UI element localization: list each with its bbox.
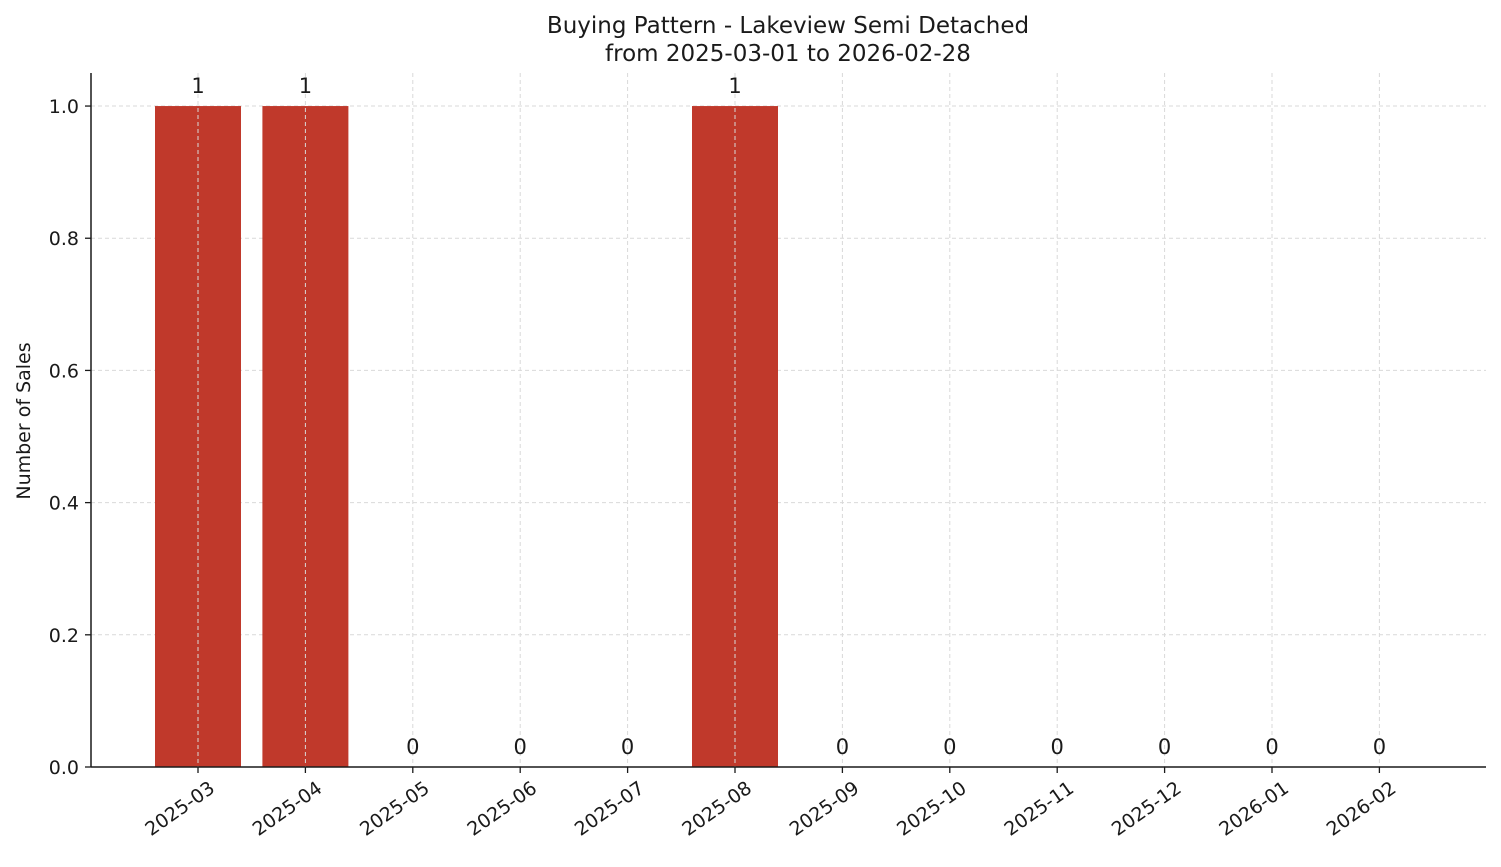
y-tick-label: 0.6	[49, 360, 79, 382]
x-tick-label: 2025-05	[356, 777, 434, 841]
x-tick-label: 2025-08	[678, 777, 756, 841]
data-label: 0	[1158, 735, 1171, 759]
bar	[262, 106, 349, 768]
y-tick-label: 0.2	[49, 625, 79, 647]
y-axis-label: Number of Sales	[13, 342, 35, 499]
axes-layer	[85, 73, 1486, 773]
x-tick-label: 2025-07	[571, 777, 649, 841]
chart-subtitle: from 2025-03-01 to 2026-02-28	[605, 41, 971, 67]
chart-title: Buying Pattern - Lakeview Semi Detached	[547, 13, 1029, 39]
x-tick-label: 2025-11	[1000, 777, 1078, 841]
x-tick-label: 2025-03	[141, 777, 219, 841]
data-label: 0	[1265, 735, 1278, 759]
x-tick-label: 2026-01	[1215, 777, 1293, 841]
y-tick-label: 0.0	[49, 757, 79, 779]
y-tick-label: 0.8	[49, 228, 79, 250]
bar	[692, 106, 778, 768]
data-label: 1	[299, 74, 312, 98]
x-tick-label: 2025-10	[893, 777, 971, 841]
data-label: 0	[621, 735, 634, 759]
y-tick-label: 0.4	[49, 493, 79, 515]
data-label: 0	[943, 735, 956, 759]
y-tick-label: 1.0	[49, 96, 79, 118]
x-tick-label: 2026-02	[1323, 777, 1401, 841]
data-label: 0	[1051, 735, 1064, 759]
data-label: 0	[1373, 735, 1386, 759]
x-grid-layer	[197, 73, 1380, 767]
data-label: 1	[728, 74, 741, 98]
x-tick-label: 2025-12	[1108, 777, 1186, 841]
data-label: 0	[406, 735, 419, 759]
data-label: 1	[191, 74, 204, 98]
data-label: 0	[514, 735, 527, 759]
bars-layer	[155, 106, 778, 768]
x-tick-label: 2025-06	[463, 777, 541, 841]
x-tick-label: 2025-09	[786, 777, 864, 841]
x-tick-label: 2025-04	[249, 777, 327, 841]
bar	[155, 106, 241, 768]
data-label: 0	[836, 735, 849, 759]
